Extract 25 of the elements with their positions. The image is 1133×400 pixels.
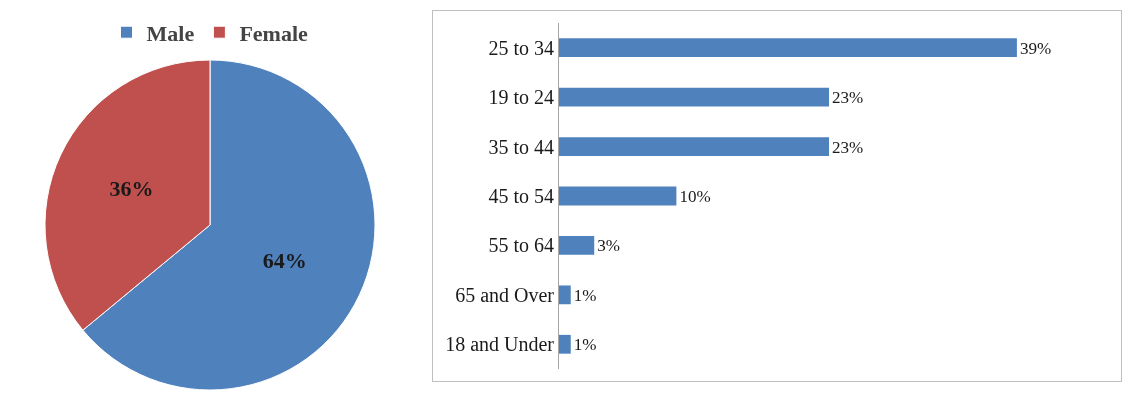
y-tick-label: 19 to 24: [488, 86, 554, 109]
y-tick-label: 55 to 64: [488, 234, 554, 257]
bar: [559, 236, 595, 255]
bar: [559, 38, 1017, 58]
y-tick-label: 65 and Over: [455, 283, 555, 306]
data-label: 64%: [262, 247, 307, 273]
data-label: 10%: [679, 186, 711, 206]
bar: [559, 186, 677, 206]
y-tick-label: 45 to 54: [488, 185, 554, 207]
data-label: 23%: [832, 137, 864, 157]
data-label: 39%: [1019, 38, 1052, 58]
data-label: 3%: [597, 236, 620, 256]
y-tick-label: 35 to 44: [488, 135, 554, 158]
legend-label: Female: [239, 20, 309, 46]
legend-label: Male: [146, 20, 195, 46]
y-tick-label: 25 to 34: [488, 36, 554, 59]
data-label: 1%: [573, 285, 597, 305]
data-label: 1%: [573, 335, 597, 355]
bar: [559, 137, 830, 156]
data-label: 36%: [109, 175, 154, 201]
bar: [559, 285, 571, 305]
data-label: 23%: [832, 88, 864, 108]
bar: [559, 87, 830, 107]
y-tick-label: 18 and Under: [445, 333, 555, 356]
bar: [559, 334, 571, 354]
